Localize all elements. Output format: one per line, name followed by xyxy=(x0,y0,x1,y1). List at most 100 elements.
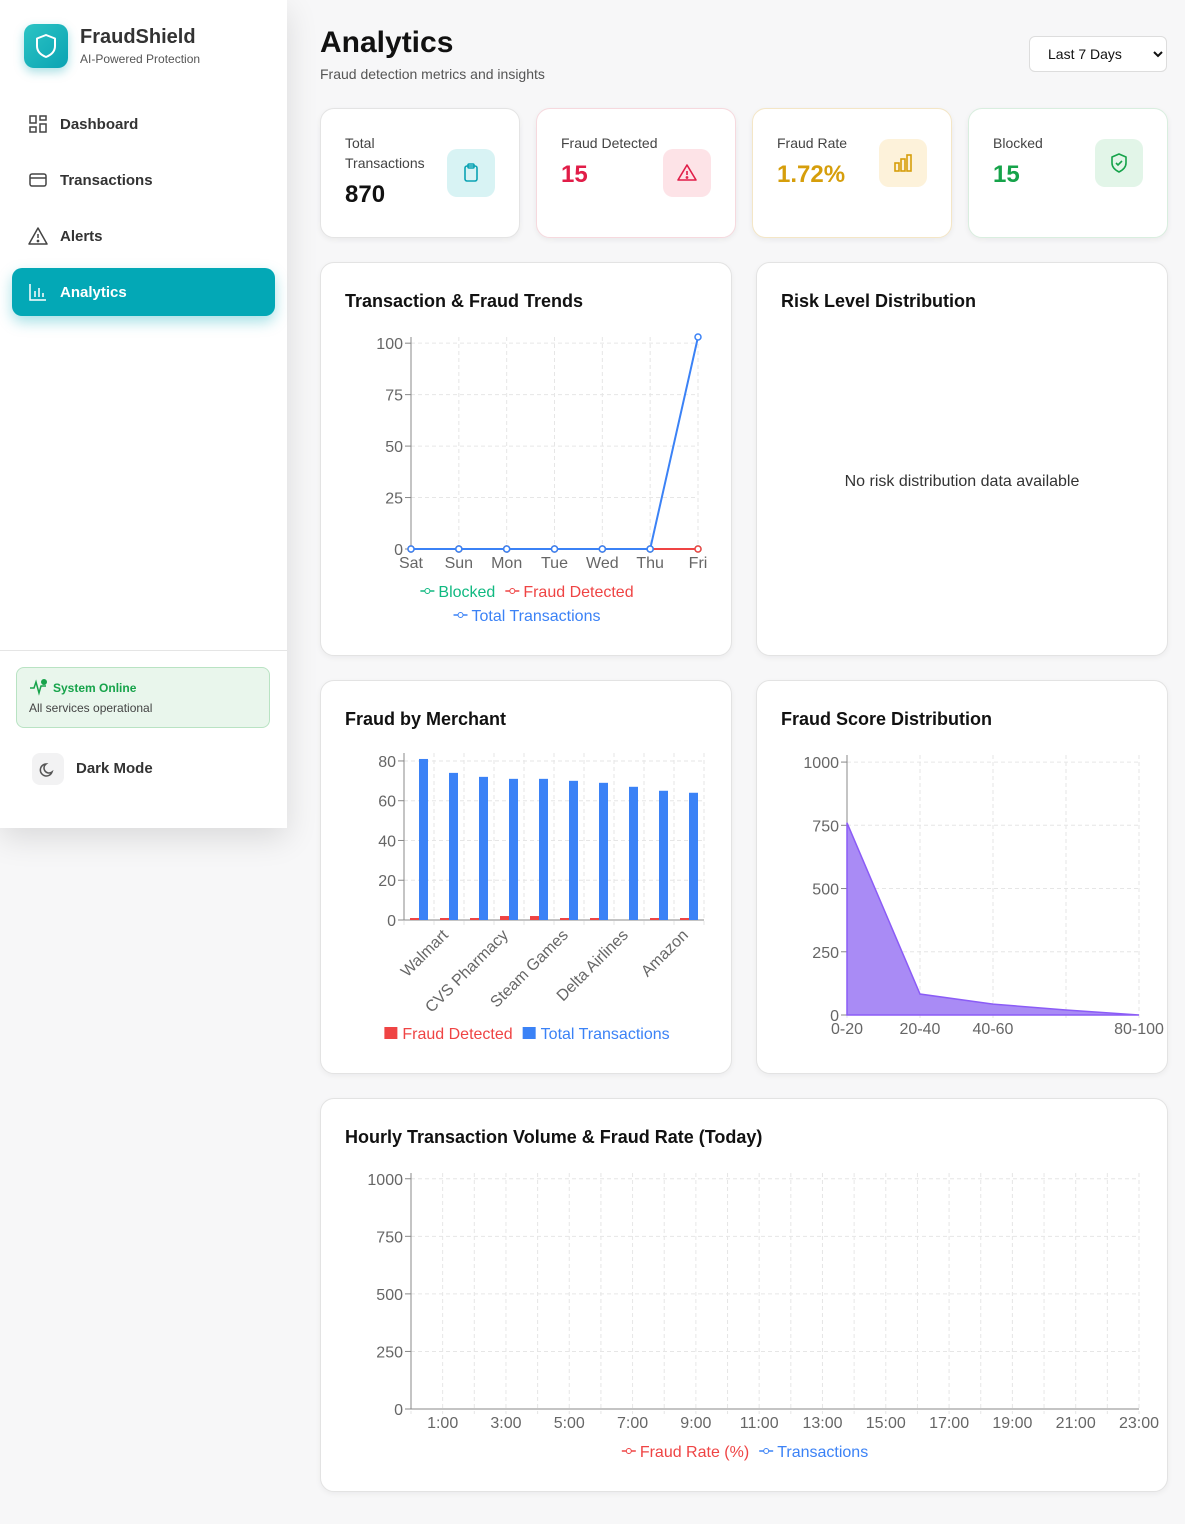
legend-row: Blocked Fraud Detected xyxy=(420,584,634,601)
stat-value: 870 xyxy=(345,181,386,208)
x-tick-label: 15:00 xyxy=(866,1415,906,1432)
legend-label: Total Transactions xyxy=(541,1026,670,1043)
point xyxy=(502,545,511,553)
bar xyxy=(680,918,689,920)
legend-label: Fraud Detected xyxy=(523,584,633,601)
x-tick-label: 3:00 xyxy=(490,1415,521,1432)
nav-item[interactable]: Analytics xyxy=(12,268,275,316)
bar xyxy=(590,918,599,920)
stat-card: Total Transactions 870 xyxy=(320,108,520,238)
legend-row: Fraud Rate (%) Transactions xyxy=(621,1444,868,1461)
legend-label: Fraud Detected xyxy=(402,1026,512,1043)
nav-label: Transactions xyxy=(60,171,153,189)
nav-label: Analytics xyxy=(60,283,127,301)
x-tick-label: Walmart xyxy=(398,926,452,980)
stat-value: 1.72% xyxy=(777,161,846,188)
bar xyxy=(629,786,638,920)
x-tick-label: 0-20 xyxy=(831,1021,863,1038)
nav-item[interactable]: Alerts xyxy=(12,212,275,260)
y-tick-label: 750 xyxy=(376,1229,403,1246)
stat-label: Fraud Detected xyxy=(561,135,658,151)
x-tick-label: Sun xyxy=(445,555,473,572)
dark-mode-icon[interactable] xyxy=(32,753,64,785)
point xyxy=(455,545,463,553)
bar xyxy=(689,792,698,920)
chart-title: Risk Level Distribution xyxy=(781,291,977,311)
bar xyxy=(599,782,608,920)
point xyxy=(646,545,654,553)
legend-swatch xyxy=(522,1027,536,1039)
stat-icon xyxy=(879,139,927,187)
stat-icon xyxy=(663,149,711,197)
point xyxy=(550,545,559,553)
stat-icon xyxy=(1095,139,1143,187)
y-tick-label: 100 xyxy=(376,336,403,353)
x-tick-label: Mon xyxy=(491,555,522,572)
x-tick-label: 20-40 xyxy=(900,1021,941,1038)
nav-item[interactable]: Dashboard xyxy=(12,100,275,148)
dark-mode-label[interactable]: Dark Mode xyxy=(76,760,153,777)
y-tick-label: 20 xyxy=(378,873,396,890)
x-tick-label: 21:00 xyxy=(1056,1415,1096,1432)
stat-value: 15 xyxy=(561,161,588,188)
range-select[interactable]: Last 7 Days xyxy=(1029,36,1167,72)
x-tick-label: 11:00 xyxy=(740,1415,779,1432)
chart-card: Transaction & Fraud Trends 0 25 50 75 100 Sat… xyxy=(320,262,732,656)
nav-label: Dashboard xyxy=(60,115,139,133)
chart-title: Fraud Score Distribution xyxy=(781,709,993,729)
stat-label: Fraud Rate xyxy=(777,135,848,151)
legend-swatch xyxy=(625,1448,632,1454)
y-tick-label: 60 xyxy=(378,794,396,811)
y-tick-label: 80 xyxy=(378,754,396,771)
chart-card: Risk Level Distribution No risk distribu… xyxy=(756,262,1168,656)
y-tick-label: 50 xyxy=(385,439,403,456)
legend-label: Total Transactions xyxy=(472,608,601,625)
bar xyxy=(470,918,479,920)
y-tick-label: 1000 xyxy=(803,755,839,772)
x-tick-label: Fri xyxy=(689,555,708,572)
legend-row: Fraud Detected Total Transactions xyxy=(384,1026,670,1043)
y-tick-label: 0 xyxy=(394,542,403,559)
empty-message: No risk distribution data available xyxy=(844,473,1080,490)
y-tick-label: 250 xyxy=(812,945,839,962)
logo xyxy=(24,24,68,68)
point xyxy=(694,545,702,553)
legend-swatch xyxy=(457,612,464,618)
legend-label: Fraud Rate (%) xyxy=(640,1444,749,1461)
chart-title: Hourly Transaction Volume & Fraud Rate (… xyxy=(345,1127,763,1147)
bar xyxy=(569,780,578,920)
x-tick-label: 80-100 xyxy=(1114,1021,1164,1038)
y-tick-label: 0 xyxy=(387,913,396,930)
chart: 0 250 500 750 1000 1:00 3:00 5:00 7:00 9:00 11:00 1… xyxy=(367,1172,1159,1461)
stat-label: Total Transactions xyxy=(345,135,425,171)
sidebar: FraudShield AI-Powered Protection Dashbo… xyxy=(0,0,287,828)
x-tick-label: Amazon xyxy=(638,927,692,981)
stat-card: Blocked 15 xyxy=(968,108,1168,238)
bar xyxy=(650,918,659,920)
brand-tagline: AI-Powered Protection xyxy=(80,52,201,66)
point xyxy=(407,545,415,553)
x-tick-label: Sat xyxy=(399,555,424,572)
chart: 0 250 500 750 1000 0-20 20-40 40-60 80-100 xyxy=(803,755,1164,1038)
y-tick-label: 500 xyxy=(376,1287,403,1304)
bar xyxy=(509,778,518,920)
stat-card: Fraud Detected 15 xyxy=(536,108,736,238)
brand-name: FraudShield xyxy=(80,26,196,48)
bar xyxy=(449,772,458,920)
y-tick-label: 75 xyxy=(385,388,403,405)
nav-item[interactable]: Transactions xyxy=(12,156,275,204)
area xyxy=(846,822,1140,1016)
y-tick-label: 750 xyxy=(812,818,839,835)
chart-title: Transaction & Fraud Trends xyxy=(345,291,584,311)
x-tick-label: 17:00 xyxy=(929,1415,969,1432)
y-tick-label: 250 xyxy=(376,1344,403,1361)
status-subtitle: All services operational xyxy=(29,701,153,715)
x-tick-label: Thu xyxy=(636,555,664,572)
y-tick-label: 500 xyxy=(812,882,839,899)
bar xyxy=(560,918,569,920)
legend-swatch xyxy=(424,588,431,594)
x-tick-label: 23:00 xyxy=(1119,1415,1159,1432)
nav-label: Alerts xyxy=(60,227,103,245)
x-tick-label: 5:00 xyxy=(554,1415,585,1432)
